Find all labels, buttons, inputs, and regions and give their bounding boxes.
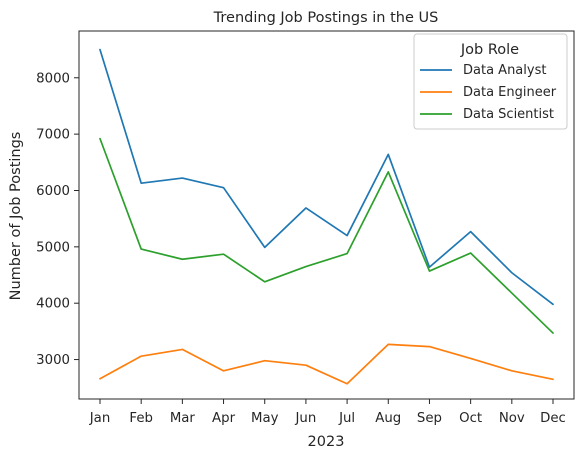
series-line-data-engineer bbox=[99, 343, 554, 385]
x-tick-label: Jan bbox=[89, 411, 111, 426]
legend: Job Role Data Analyst Data Engineer Data S… bbox=[413, 33, 568, 130]
x-tick-label: Jun bbox=[295, 411, 317, 426]
x-tick-label: Nov bbox=[499, 411, 525, 426]
series-line-data-scientist bbox=[99, 137, 554, 334]
y-tick-label: 3000 bbox=[36, 353, 70, 368]
plot-frame bbox=[78, 30, 575, 400]
series-line-data-analyst bbox=[99, 48, 554, 306]
y-tick-label: 4000 bbox=[36, 297, 70, 312]
y-tick-label: 5000 bbox=[36, 240, 70, 255]
legend-box bbox=[413, 33, 568, 130]
legend-title: Job Role bbox=[460, 42, 519, 58]
x-tick-label: Jul bbox=[338, 411, 355, 426]
x-tick-label: May bbox=[251, 411, 279, 426]
legend-label-data-scientist: Data Scientist bbox=[463, 107, 554, 122]
x-tick-label: Oct bbox=[459, 411, 482, 426]
x-tick-label: Sep bbox=[417, 411, 442, 426]
plot-area: 3000 4000 5000 6000 7000 8000 Jan Feb Mar Apr May J… bbox=[36, 30, 575, 426]
x-tick-label: Apr bbox=[212, 411, 236, 426]
x-tick-label: Mar bbox=[170, 411, 196, 426]
legend-label-data-analyst: Data Analyst bbox=[463, 63, 546, 78]
legend-items: Data Analyst Data Engineer Data Scientist bbox=[420, 63, 557, 122]
y-tick-label: 7000 bbox=[36, 128, 70, 143]
legend-label-data-engineer: Data Engineer bbox=[463, 85, 557, 100]
x-axis-label: 2023 bbox=[308, 434, 345, 450]
y-tick-label: 6000 bbox=[36, 184, 70, 199]
x-tick-label: Dec bbox=[540, 411, 566, 426]
chart-title: Trending Job Postings in the US bbox=[213, 10, 439, 26]
y-axis-label: Number of Job Postings bbox=[8, 132, 24, 301]
y-tick-label: 8000 bbox=[36, 71, 70, 86]
x-tick-label: Aug bbox=[375, 411, 401, 426]
x-tick-label: Feb bbox=[129, 411, 153, 426]
